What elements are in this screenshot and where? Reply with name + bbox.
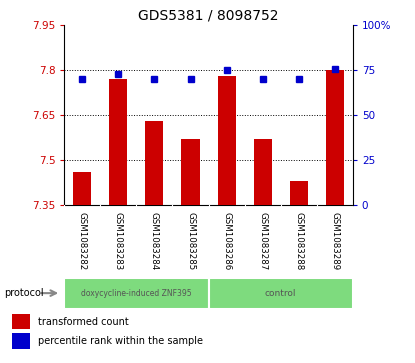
Bar xyxy=(290,181,308,205)
Text: GSM1083287: GSM1083287 xyxy=(258,212,267,270)
Bar xyxy=(326,70,344,205)
Bar xyxy=(145,121,164,205)
Bar xyxy=(73,172,91,205)
Text: doxycycline-induced ZNF395: doxycycline-induced ZNF395 xyxy=(81,289,192,298)
Text: protocol: protocol xyxy=(4,288,44,298)
Text: percentile rank within the sample: percentile rank within the sample xyxy=(38,336,203,346)
Bar xyxy=(217,76,236,205)
Text: control: control xyxy=(265,289,296,298)
Bar xyxy=(110,79,127,205)
Text: transformed count: transformed count xyxy=(38,317,129,327)
Text: GSM1083286: GSM1083286 xyxy=(222,212,231,270)
Bar xyxy=(12,333,30,348)
Text: GSM1083288: GSM1083288 xyxy=(294,212,303,270)
Text: GSM1083289: GSM1083289 xyxy=(330,212,339,270)
Bar xyxy=(181,139,200,205)
Text: GSM1083283: GSM1083283 xyxy=(114,212,123,270)
Bar xyxy=(254,139,272,205)
Title: GDS5381 / 8098752: GDS5381 / 8098752 xyxy=(138,9,279,23)
Bar xyxy=(12,314,30,330)
Bar xyxy=(64,278,209,309)
Text: GSM1083284: GSM1083284 xyxy=(150,212,159,270)
Text: GSM1083282: GSM1083282 xyxy=(78,212,87,270)
Bar xyxy=(209,278,353,309)
Text: GSM1083285: GSM1083285 xyxy=(186,212,195,270)
